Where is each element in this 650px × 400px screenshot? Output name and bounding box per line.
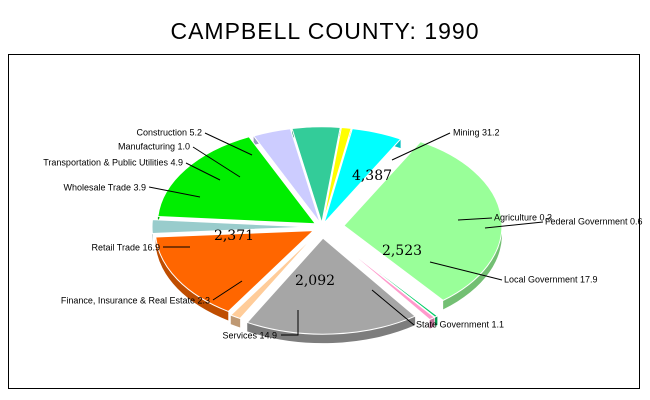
slice-retail-trade bbox=[157, 136, 317, 225]
leader-line-agriculture bbox=[457, 217, 493, 221]
slice-side-local-government bbox=[247, 316, 416, 344]
slice-label-transportation-and-public-utilities: Transportation & Public Utilities 4.9 bbox=[43, 157, 183, 167]
value-labels: 4,387 2,523 2,092 2,371 bbox=[214, 168, 422, 289]
slice-services bbox=[155, 230, 315, 313]
slice-wholesale-trade bbox=[252, 128, 321, 224]
leader-line-federal-government bbox=[484, 221, 544, 229]
slice-side-federal-government bbox=[429, 317, 435, 329]
chart-frame bbox=[8, 54, 640, 389]
pie-slices bbox=[151, 126, 503, 335]
leader-line-local-government bbox=[429, 261, 503, 281]
leader-line-construction bbox=[204, 132, 253, 156]
leader-line-mining bbox=[391, 132, 451, 161]
slice-state-government bbox=[229, 233, 317, 320]
slice-mining bbox=[343, 141, 503, 301]
value-label-local-government: 2,523 bbox=[382, 243, 422, 259]
slice-construction bbox=[323, 128, 402, 224]
slice-label-construction: Construction 5.2 bbox=[136, 127, 202, 137]
slice-label-agriculture: Agriculture 0.3 bbox=[494, 212, 552, 222]
slice-side-services bbox=[155, 237, 229, 321]
slice-manufacturing bbox=[322, 126, 352, 223]
slice-label-federal-government: Federal Government 0.6 bbox=[545, 216, 643, 226]
chart-title: CAMPBELL COUNTY: 1990 bbox=[170, 18, 480, 44]
slice-label-manufacturing: Manufacturing 1.0 bbox=[118, 141, 190, 151]
slice-side-agriculture bbox=[435, 315, 438, 327]
slice-label-services: Services 14.9 bbox=[222, 330, 277, 340]
leader-line-manufacturing bbox=[192, 146, 241, 178]
leader-line-transportation-and-public-utilities bbox=[185, 162, 221, 181]
slice-finance-insurance-and-real-estate bbox=[151, 219, 311, 234]
leader-lines bbox=[148, 132, 544, 336]
leader-line-services bbox=[281, 310, 299, 336]
leader-line-state-government bbox=[371, 289, 415, 326]
slice-federal-government bbox=[337, 241, 436, 321]
slice-label-wholesale-trade: Wholesale Trade 3.9 bbox=[63, 182, 146, 192]
value-label-mining: 4,387 bbox=[352, 168, 392, 184]
value-label-retail-trade: 2,371 bbox=[214, 228, 254, 244]
slice-label-state-government: State Government 1.1 bbox=[416, 319, 504, 329]
slice-local-government bbox=[246, 237, 417, 335]
leader-line-wholesale-trade bbox=[148, 186, 201, 198]
slice-label-mining: Mining 31.2 bbox=[453, 127, 500, 137]
slice-agriculture bbox=[337, 240, 439, 318]
value-label-services: 2,092 bbox=[295, 273, 335, 289]
slice-label-finance-insurance-and-real-estate: Finance, Insurance & Real Estate 2.3 bbox=[61, 295, 210, 305]
leader-line-finance-insurance-and-real-estate bbox=[212, 280, 243, 301]
slice-label-local-government: Local Government 17.9 bbox=[504, 274, 598, 284]
slice-label-retail-trade: Retail Trade 16.9 bbox=[91, 242, 160, 252]
slice-transportation-and-public-utilities bbox=[291, 126, 341, 223]
